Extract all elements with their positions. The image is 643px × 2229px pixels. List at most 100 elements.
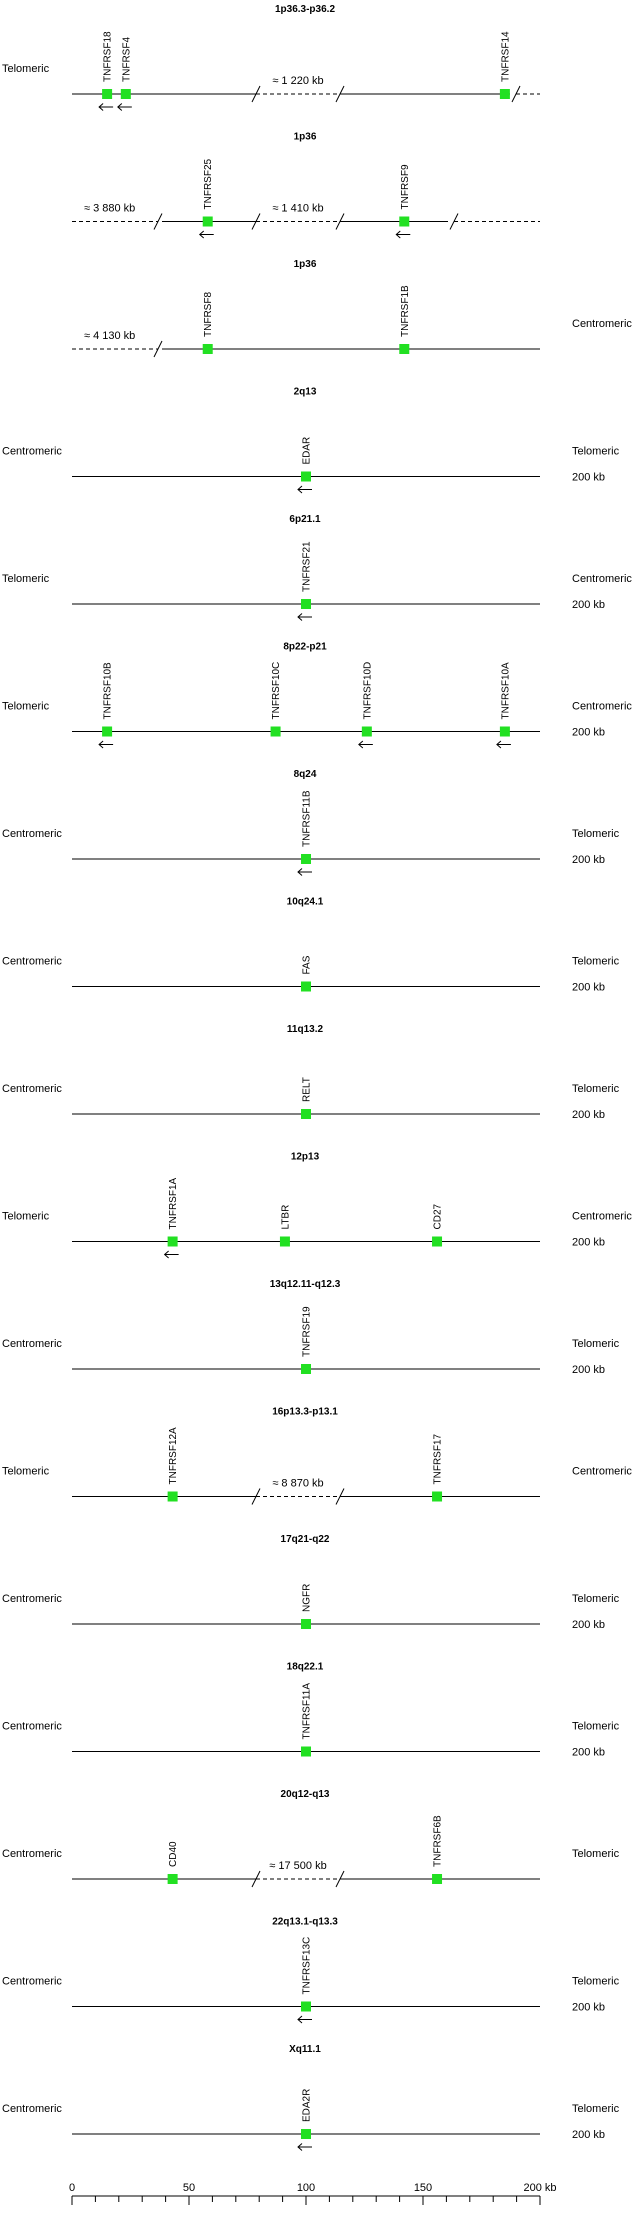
right-orientation-label: Centromeric: [572, 318, 632, 330]
gene-marker: [301, 2001, 311, 2012]
gene-label: FAS: [302, 955, 313, 974]
gene-marker: [432, 1874, 443, 1884]
scale-label: 200 kb: [572, 1364, 605, 1376]
track-8p22-p21: 8p22-p21 Telomeric Centromeric 200 kb TNFRSF…: [2, 642, 632, 739]
track-title: 8p22-p21: [283, 642, 327, 653]
scale-label: 200 kb: [572, 727, 605, 739]
left-orientation-label: Centromeric: [2, 1976, 62, 1988]
gene-marker: [279, 1236, 290, 1247]
gene-marker: [120, 89, 131, 99]
left-orientation-label: Centromeric: [2, 828, 62, 840]
axis-tick-label: 50: [183, 2182, 195, 2194]
left-orientation-label: Telomeric: [2, 63, 50, 75]
gene-label: TNFRSF9: [400, 164, 411, 209]
scale-label: 200 kb: [572, 2129, 605, 2141]
axis-end-label: 200 kb: [523, 2182, 556, 2194]
track-title: 18q22.1: [287, 1662, 324, 1673]
track-16p13-3-p13-1: 16p13.3-p13.1 Telomeric Centromeric ≈ 8 870…: [2, 1407, 632, 1502]
scale-label: 200 kb: [572, 599, 605, 611]
left-orientation-label: Centromeric: [2, 2103, 62, 2115]
track-17q21-q22: 17q21-q22 Centromeric Telomeric 200 kb NGFR: [2, 1534, 620, 1631]
gene-label: TNFRSF11A: [302, 1683, 313, 1740]
track-title: 22q13.1-q13.3: [272, 1917, 338, 1928]
gene-label: TNFRSF1B: [400, 285, 411, 337]
right-orientation-label: Centromeric: [572, 573, 632, 585]
gene-label: RELT: [302, 1077, 313, 1102]
gene-label: TNFRSF18: [103, 31, 114, 82]
strand-arrow-left: [297, 2015, 312, 2024]
track-13q12-11-q12-3: 13q12.11-q12.3 Centromeric Telomeric 200 kb…: [2, 1279, 620, 1376]
break-mark: [511, 85, 521, 103]
scale-label: 200 kb: [572, 1237, 605, 1249]
track-title: 10q24.1: [287, 897, 324, 908]
gene-label: TNFRSF11B: [302, 790, 313, 847]
left-orientation-label: Telomeric: [2, 701, 50, 713]
track-1p36: 1p36 Centromeric ≈ 4 130 kb TNFRSF8 TNFRSF1B: [72, 259, 632, 354]
track-1p36-3-p36-2: 1p36.3-p36.2 Telomeric ≈ 1 220 kb TNFRSF18 T…: [2, 4, 540, 99]
left-orientation-label: Telomeric: [2, 1466, 50, 1478]
left-orientation-label: Centromeric: [2, 1593, 62, 1605]
track-title: 20q12-q13: [281, 1789, 330, 1800]
left-orientation-label: Centromeric: [2, 956, 62, 968]
scale-label: 200 kb: [572, 1619, 605, 1631]
gene-marker: [432, 1236, 443, 1247]
break-mark: [251, 1870, 261, 1888]
right-orientation-label: Telomeric: [572, 1083, 620, 1095]
track-title: 12p13: [291, 1152, 320, 1163]
gene-label: NGFR: [302, 1584, 313, 1612]
track-title: 2q13: [294, 387, 317, 398]
break-mark: [153, 340, 163, 358]
strand-arrow-left: [98, 740, 114, 749]
break-mark: [449, 213, 459, 230]
track-title: 1p36: [294, 259, 317, 270]
gene-label: TNFRSF14: [500, 31, 511, 82]
right-orientation-label: Centromeric: [572, 701, 632, 713]
axis-tick-label: 150: [414, 2182, 432, 2194]
axis-tick-label: 0: [69, 2182, 75, 2194]
track-12p13: 12p13 Telomeric Centromeric 200 kb TNFRSF1A L…: [2, 1152, 632, 1249]
break-mark: [335, 213, 345, 230]
break-mark: [251, 85, 261, 103]
gene-marker: [399, 344, 410, 354]
left-orientation-label: Centromeric: [2, 1338, 62, 1350]
gene-label: CD27: [433, 1203, 444, 1229]
strand-arrow-left: [117, 103, 132, 111]
track-6p21-1: 6p21.1 Telomeric Centromeric 200 kb TNFRSF21: [2, 514, 632, 611]
strand-arrow-left: [198, 230, 214, 239]
gene-label: TNFRSF13C: [302, 1937, 313, 1995]
strand-arrow-left: [358, 740, 373, 749]
break-mark: [153, 213, 163, 230]
break-mark: [251, 213, 261, 230]
strand-arrow-left: [395, 230, 411, 239]
track-title: Xq11.1: [289, 2044, 321, 2055]
track-2q13: 2q13 Centromeric Telomeric 200 kb EDAR: [2, 387, 620, 484]
axis-tick-label: 100: [297, 2182, 315, 2194]
gene-marker: [202, 216, 213, 227]
gene-marker: [301, 599, 311, 609]
gene-marker: [301, 2129, 311, 2139]
gene-marker: [361, 726, 372, 737]
right-orientation-label: Telomeric: [572, 1848, 620, 1860]
strand-arrow-left: [297, 868, 312, 876]
gap-distance-label: ≈ 4 130 kb: [84, 330, 135, 342]
track-title: 16p13.3-p13.1: [272, 1407, 338, 1418]
gap-distance-label: ≈ 8 870 kb: [272, 1478, 323, 1490]
track-22q13-1-q13-3: 22q13.1-q13.3 Centromeric Telomeric 200 kb T…: [2, 1917, 620, 2014]
left-orientation-label: Centromeric: [2, 1848, 62, 1860]
gene-marker: [167, 1491, 178, 1502]
scale-axis: 0 50 100 150 200 kb: [69, 2182, 557, 2205]
right-orientation-label: Telomeric: [572, 956, 620, 968]
track-8q24: 8q24 Centromeric Telomeric 200 kb TNFRSF11B: [2, 769, 620, 866]
gene-marker: [270, 726, 281, 737]
scale-label: 200 kb: [572, 1109, 605, 1121]
break-mark: [335, 1870, 345, 1888]
gene-marker: [301, 1746, 311, 1757]
right-orientation-label: Telomeric: [572, 446, 620, 458]
gap-distance-label: ≈ 1 410 kb: [272, 203, 323, 215]
gene-marker: [499, 89, 510, 99]
scale-label: 200 kb: [572, 982, 605, 994]
gene-label: TNFRSF21: [302, 541, 313, 592]
gene-marker: [167, 1236, 178, 1247]
gene-marker: [432, 1491, 443, 1502]
